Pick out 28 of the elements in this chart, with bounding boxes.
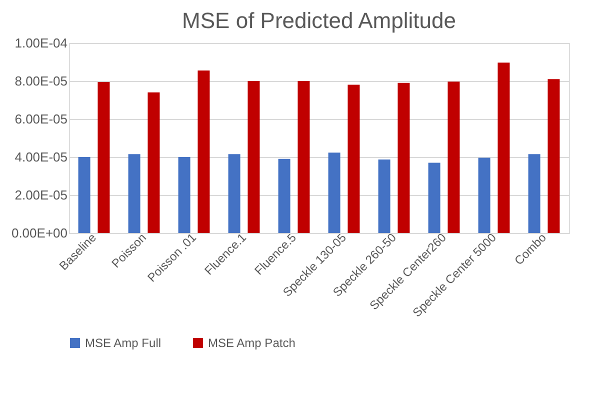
bar: [98, 82, 110, 233]
bar: [148, 92, 160, 233]
y-tick-label: 2.00E-05: [14, 188, 68, 202]
legend-label: MSE Amp Patch: [208, 336, 296, 350]
bar: [398, 82, 410, 233]
bar: [228, 154, 240, 233]
bar: [498, 62, 510, 233]
bar: [328, 152, 340, 233]
bar: [548, 79, 560, 233]
bar: [448, 82, 460, 233]
bar: [248, 81, 260, 233]
bar: [278, 158, 290, 233]
bar: [128, 154, 140, 233]
bar: [528, 154, 540, 233]
bar: [478, 158, 490, 233]
y-tick-label: 8.00E-05: [14, 74, 68, 88]
y-tick-label: 4.00E-05: [14, 150, 68, 164]
bar: [178, 157, 190, 233]
y-tick-label: 1.00E-04: [14, 36, 68, 50]
bar: [198, 70, 210, 233]
legend-label: MSE Amp Full: [85, 336, 162, 350]
bar: [298, 81, 310, 233]
y-tick-label: 6.00E-05: [14, 112, 68, 126]
bar: [78, 157, 90, 233]
bar: [348, 84, 360, 233]
chart-title: MSE of Predicted Amplitude: [182, 8, 456, 33]
bar: [378, 159, 390, 233]
bar: [428, 162, 440, 233]
